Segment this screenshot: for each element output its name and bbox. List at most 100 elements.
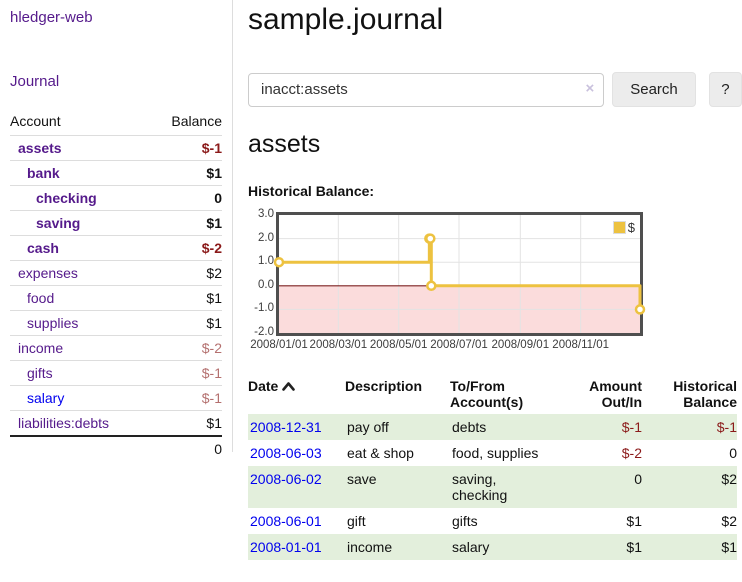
accounts-total-value: 0 — [143, 435, 222, 461]
register-row[interactable]: 2008-06-03 eat & shop food, supplies $-2 0 — [248, 440, 737, 466]
account-link-expenses[interactable]: expenses — [18, 265, 78, 281]
chart-canvas — [273, 215, 646, 333]
transaction-balance: $2 — [721, 471, 737, 487]
register-col-date[interactable]: Date — [248, 375, 345, 414]
account-link-checking[interactable]: checking — [36, 190, 97, 206]
chart-heading: Historical Balance: — [248, 183, 375, 199]
transaction-date-link[interactable]: 2008-06-03 — [250, 445, 322, 461]
transaction-date-link[interactable]: 2008-12-31 — [250, 419, 322, 435]
chart-plot-area: $ — [273, 212, 646, 336]
transaction-amount: $1 — [626, 539, 642, 555]
account-link-supplies[interactable]: supplies — [27, 315, 79, 331]
sidebar-item-journal[interactable]: Journal — [10, 73, 60, 90]
transaction-amount: $1 — [626, 513, 642, 529]
chart-data-point — [634, 304, 646, 315]
chart-x-axis-label: 2008/01/01 — [250, 339, 308, 351]
chart-y-axis-label: 3.0 — [258, 208, 274, 220]
chart-y-axis-label: -1.0 — [254, 302, 274, 315]
chart-x-axis-label: 2008/03/01 — [309, 339, 368, 351]
chart-y-axis-label: 2.0 — [258, 231, 274, 244]
legend-swatch — [612, 221, 626, 234]
account-row: liabilities:debts $1 — [10, 410, 222, 436]
main-content: sample.journal × Search ? assets Histori… — [248, 0, 742, 560]
account-link-liabilities-debts[interactable]: liabilities:debts — [18, 415, 110, 431]
account-row: expenses $2 — [10, 260, 222, 286]
account-link-saving[interactable]: saving — [36, 215, 81, 231]
account-row: food $1 — [10, 285, 222, 311]
chart-y-axis-label: -2.0 — [254, 326, 274, 338]
transaction-balance: $1 — [721, 539, 737, 555]
account-balance: $1 — [143, 410, 222, 436]
search-input[interactable] — [248, 72, 605, 107]
register-row[interactable]: 2008-01-01 income salary $1 $1 — [248, 534, 737, 560]
page-title: sample.journal — [248, 3, 444, 36]
account-row: saving $1 — [10, 210, 222, 236]
account-balance: $-2 — [143, 235, 222, 261]
account-row: bank $1 — [10, 160, 222, 186]
transaction-accounts: food, supplies — [452, 445, 539, 461]
account-link-salary[interactable]: salary — [27, 390, 65, 406]
account-row: assets $-1 — [10, 135, 222, 161]
account-balance: $1 — [143, 210, 222, 236]
transaction-balance: $2 — [721, 513, 737, 529]
chart-x-axis-label: 2008/09/01 — [491, 339, 550, 351]
register-row[interactable]: 2008-12-31 pay off debts $-1 $-1 — [248, 414, 737, 440]
search-form: × Search ? — [248, 72, 742, 107]
register-col-description: Description — [345, 378, 423, 394]
chart-data-point — [426, 280, 437, 292]
account-link-cash[interactable]: cash — [27, 240, 59, 256]
transaction-accounts: saving, checking — [452, 471, 508, 503]
account-balance: $1 — [143, 160, 222, 186]
accounts-col-balance: Balance — [171, 113, 222, 129]
balance-chart: 3.0 2.0 1.0 0.0 -1.0 -2.0 $ 2008/01/01 2008/03… — [248, 208, 668, 358]
transaction-description: eat & shop — [347, 445, 414, 461]
help-button[interactable]: ? — [708, 72, 742, 107]
account-balance: $1 — [143, 285, 222, 311]
chart-y-axis-label: 1.0 — [258, 255, 274, 268]
register-col-amount: Amount Out/In — [589, 378, 642, 410]
account-link-gifts[interactable]: gifts — [27, 365, 53, 381]
transaction-description: gift — [347, 513, 366, 529]
accounts-total-row: 0 — [10, 435, 222, 461]
account-link-food[interactable]: food — [27, 290, 55, 306]
account-link-assets[interactable]: assets — [18, 140, 62, 156]
account-balance: $-1 — [143, 135, 222, 161]
chart-data-point — [273, 256, 285, 268]
sort-asc-icon — [282, 378, 296, 394]
legend-label: $ — [627, 220, 635, 235]
account-row: checking 0 — [10, 185, 222, 211]
account-balance: 0 — [143, 185, 222, 211]
account-row: cash $-2 — [10, 235, 222, 261]
transaction-description: save — [347, 471, 377, 487]
transaction-amount: 0 — [634, 471, 642, 487]
register-col-accounts: To/From Account(s) — [450, 378, 524, 410]
chart-legend: $ — [612, 220, 635, 235]
transaction-date-link[interactable]: 2008-06-02 — [250, 471, 322, 487]
account-link-bank[interactable]: bank — [27, 165, 60, 181]
chart-data-point — [425, 233, 436, 244]
account-link-income[interactable]: income — [18, 340, 64, 356]
account-balance: $-1 — [143, 360, 222, 386]
transaction-date-link[interactable]: 2008-01-01 — [250, 539, 322, 555]
transaction-accounts: salary — [452, 539, 490, 555]
accounts-table: Account Balance assets $-1 bank $1 checking 0… — [10, 110, 222, 461]
app-brand-link[interactable]: hledger-web — [10, 9, 93, 26]
transaction-description: pay off — [347, 419, 389, 435]
chart-x-axis-label: 2008/11/01 — [552, 339, 610, 351]
search-button[interactable]: Search — [612, 72, 696, 107]
transaction-date-link[interactable]: 2008-06-01 — [250, 513, 322, 529]
transaction-accounts: gifts — [452, 513, 478, 529]
register-table: Date Description To/From Account(s) Amou… — [248, 375, 737, 560]
clear-search-icon[interactable]: × — [585, 79, 595, 97]
chart-y-axis-label: 0.0 — [258, 278, 274, 291]
sidebar: hledger-web Journal Account Balance asse… — [0, 0, 233, 461]
account-balance: $2 — [143, 260, 222, 286]
account-balance: $1 — [143, 310, 222, 336]
account-row: supplies $1 — [10, 310, 222, 336]
register-row[interactable]: 2008-06-01 gift gifts $1 $2 — [248, 508, 737, 534]
chart-x-axis-label: 2008/05/01 — [369, 339, 428, 351]
register-row[interactable]: 2008-06-02 save saving, checking 0 $2 — [248, 466, 737, 508]
chart-x-axis-label: 2008/07/01 — [430, 339, 488, 351]
account-row: gifts $-1 — [10, 360, 222, 386]
transaction-amount: $-1 — [621, 419, 642, 435]
